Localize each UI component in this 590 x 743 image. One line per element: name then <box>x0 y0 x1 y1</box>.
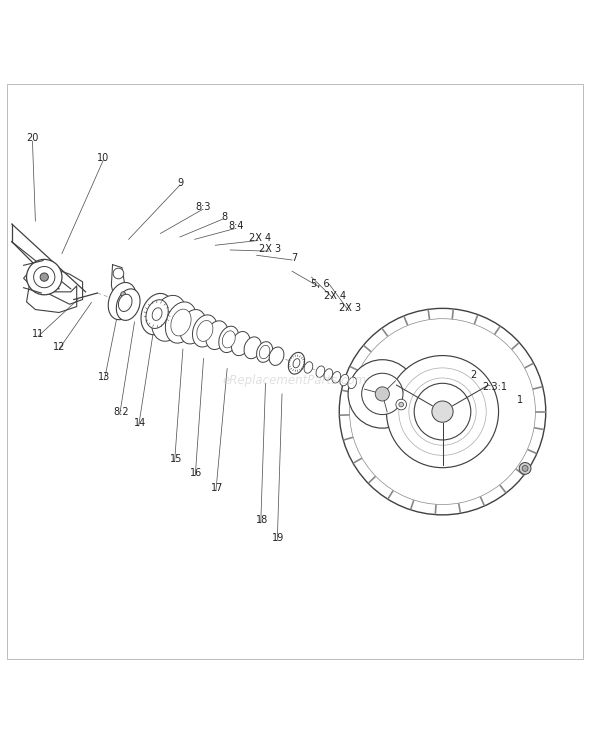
Circle shape <box>399 368 486 455</box>
Circle shape <box>34 267 55 288</box>
Text: 2X 3: 2X 3 <box>339 303 362 314</box>
Text: 2X 4: 2X 4 <box>324 291 346 301</box>
Text: 2: 2 <box>470 370 476 380</box>
Ellipse shape <box>324 369 333 380</box>
Ellipse shape <box>152 308 162 320</box>
Text: 20: 20 <box>27 134 38 143</box>
Text: 8: 8 <box>221 212 227 222</box>
Circle shape <box>40 273 48 282</box>
Circle shape <box>113 268 124 279</box>
Ellipse shape <box>269 347 284 366</box>
Ellipse shape <box>332 372 340 383</box>
Ellipse shape <box>289 352 304 374</box>
Ellipse shape <box>231 331 250 356</box>
Ellipse shape <box>108 282 136 319</box>
Circle shape <box>414 383 471 440</box>
Ellipse shape <box>348 377 356 389</box>
Ellipse shape <box>165 302 196 343</box>
Circle shape <box>432 401 453 422</box>
Circle shape <box>399 402 404 407</box>
Text: 9: 9 <box>177 178 183 188</box>
Text: eReplacementParts.com: eReplacementParts.com <box>223 374 367 387</box>
Circle shape <box>409 378 476 445</box>
Text: 2X 4: 2X 4 <box>248 233 271 243</box>
Ellipse shape <box>152 296 186 341</box>
Text: 7: 7 <box>291 253 297 262</box>
Text: 11: 11 <box>32 328 44 339</box>
Ellipse shape <box>192 315 217 347</box>
Ellipse shape <box>116 289 140 320</box>
Text: 14: 14 <box>134 418 146 429</box>
Ellipse shape <box>146 299 168 328</box>
Ellipse shape <box>340 374 349 386</box>
Text: 5, 6: 5, 6 <box>311 279 330 289</box>
Ellipse shape <box>141 293 173 335</box>
Text: 15: 15 <box>170 454 182 464</box>
Text: 13: 13 <box>99 372 110 383</box>
Text: 8:3: 8:3 <box>196 203 211 212</box>
Ellipse shape <box>197 320 213 341</box>
Ellipse shape <box>219 326 239 352</box>
Circle shape <box>349 319 535 504</box>
Text: 8:4: 8:4 <box>228 221 244 231</box>
Ellipse shape <box>171 309 191 336</box>
Ellipse shape <box>180 310 206 344</box>
Circle shape <box>375 387 389 401</box>
Text: 17: 17 <box>211 483 223 493</box>
Circle shape <box>339 308 546 515</box>
Circle shape <box>386 356 499 467</box>
Ellipse shape <box>304 362 313 373</box>
Text: 18: 18 <box>256 515 268 525</box>
Ellipse shape <box>260 345 270 359</box>
Ellipse shape <box>293 359 300 368</box>
Circle shape <box>519 462 531 474</box>
Circle shape <box>27 259 62 295</box>
Ellipse shape <box>119 294 132 311</box>
Text: 16: 16 <box>191 468 202 478</box>
Ellipse shape <box>257 342 273 363</box>
Text: 19: 19 <box>273 533 284 543</box>
Text: 8:2: 8:2 <box>113 406 129 417</box>
Circle shape <box>121 292 126 296</box>
Circle shape <box>522 465 528 471</box>
Ellipse shape <box>244 337 261 359</box>
Text: 10: 10 <box>97 153 109 163</box>
Circle shape <box>348 360 417 428</box>
Text: 2X 3: 2X 3 <box>259 244 281 254</box>
Circle shape <box>396 399 407 410</box>
Circle shape <box>362 373 403 415</box>
Ellipse shape <box>206 321 228 349</box>
Text: 12: 12 <box>53 342 65 351</box>
Ellipse shape <box>316 366 324 377</box>
Text: 2:3:1: 2:3:1 <box>482 382 507 392</box>
Ellipse shape <box>222 331 235 348</box>
Text: 1: 1 <box>517 395 523 405</box>
